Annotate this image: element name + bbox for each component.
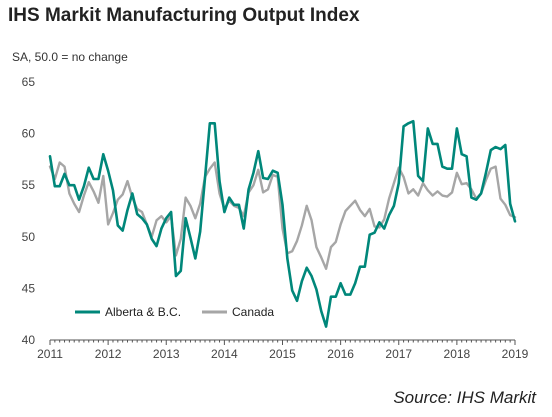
legend-item-alberta-bc: Alberta & B.C. <box>105 305 181 319</box>
chart-subtitle: SA, 50.0 = no change <box>12 50 128 64</box>
series-layer <box>48 119 517 328</box>
y-tick-label: 65 <box>22 75 36 89</box>
legend-item-canada: Canada <box>232 305 274 319</box>
x-axis: 2011 2012 2013 2014 2015 2016 2017 2018 2019 <box>37 339 529 361</box>
x-tick-label: 2013 <box>153 347 180 361</box>
y-tick-label: 45 <box>22 281 36 295</box>
x-tick-label: 2015 <box>269 347 296 361</box>
series-line-alberta-bc <box>48 119 517 328</box>
y-tick-label: 60 <box>22 127 36 141</box>
x-tick-label: 2011 <box>37 347 63 361</box>
series-line-canada <box>48 161 517 270</box>
x-tick-label: 2018 <box>444 347 471 361</box>
y-tick-label: 55 <box>22 178 36 192</box>
x-tick-label: 2016 <box>327 347 354 361</box>
legend: Alberta & B.C. Canada <box>75 305 274 319</box>
x-tick-label: 2017 <box>385 347 412 361</box>
chart-title: IHS Markit Manufacturing Output Index <box>8 5 360 26</box>
x-tick-label: 2012 <box>95 347 122 361</box>
source-note: Source: IHS Markit <box>393 388 536 407</box>
x-tick-label: 2019 <box>502 347 529 361</box>
y-axis: 40 45 50 55 60 65 <box>22 75 36 347</box>
y-tick-label: 50 <box>22 230 36 244</box>
y-tick-label: 40 <box>22 333 36 347</box>
x-tick-label: 2014 <box>211 347 238 361</box>
